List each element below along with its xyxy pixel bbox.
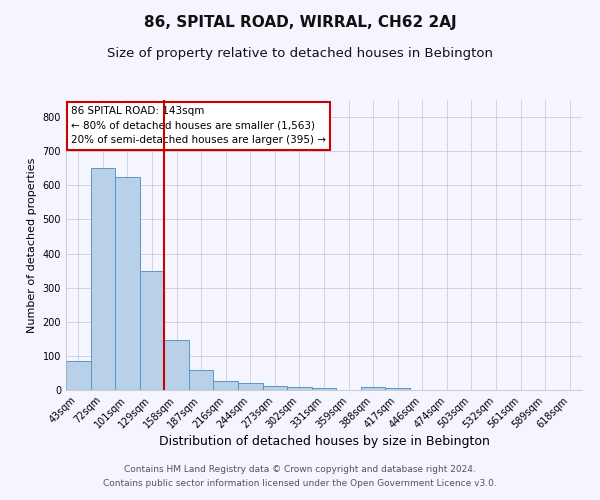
Bar [361,388,385,390]
Bar [66,361,91,390]
Bar [115,177,140,390]
Text: 86 SPITAL ROAD: 143sqm
← 80% of detached houses are smaller (1,563)
20% of semi-: 86 SPITAL ROAD: 143sqm ← 80% of detached… [71,106,326,146]
Bar [189,370,214,390]
Y-axis label: Number of detached properties: Number of detached properties [27,158,37,332]
Text: 86, SPITAL ROAD, WIRRAL, CH62 2AJ: 86, SPITAL ROAD, WIRRAL, CH62 2AJ [143,15,457,30]
Bar [164,340,189,390]
Bar [287,388,312,390]
Bar [140,272,164,390]
Bar [385,388,410,390]
X-axis label: Distribution of detached houses by size in Bebington: Distribution of detached houses by size … [158,436,490,448]
Text: Contains HM Land Registry data © Crown copyright and database right 2024.
Contai: Contains HM Land Registry data © Crown c… [103,466,497,487]
Text: Size of property relative to detached houses in Bebington: Size of property relative to detached ho… [107,48,493,60]
Bar [214,382,238,390]
Bar [263,386,287,390]
Bar [91,168,115,390]
Bar [312,388,336,390]
Bar [238,383,263,390]
